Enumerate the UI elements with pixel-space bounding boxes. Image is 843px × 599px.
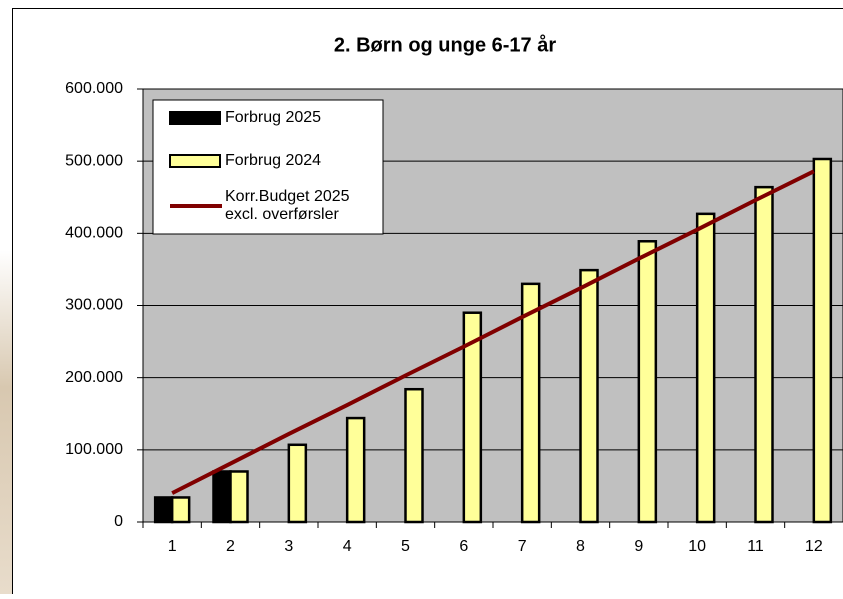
x-tick-label: 3 [284,538,293,555]
background-strip [0,250,12,594]
y-tick-label: 600.000 [65,80,123,97]
x-tick-label: 10 [688,538,706,555]
chart-title: 2. Børn og unge 6-17 år [334,33,556,56]
bar [155,497,172,522]
x-tick-label: 5 [401,538,410,555]
bar [214,471,231,522]
bar [814,159,831,522]
x-tick-label: 7 [518,538,527,555]
bar [639,241,656,522]
x-tick-label: 2 [226,538,235,555]
bar [697,214,714,522]
legend-label: Forbrug 2025 [225,109,321,126]
bar [347,418,364,522]
bar [289,445,306,522]
x-tick-label: 12 [805,538,823,555]
bar [172,497,189,522]
x-tick-label: 6 [459,538,468,555]
y-tick-label: 300.000 [65,297,123,314]
bar [522,284,539,522]
x-tick-label: 1 [168,538,177,555]
y-tick-label: 200.000 [65,369,123,386]
legend-label: Forbrug 2024 [225,152,321,169]
x-tick-label: 4 [343,538,352,555]
x-tick-label: 8 [576,538,585,555]
y-tick-label: 100.000 [65,441,123,458]
bar [756,187,773,522]
y-tick-label: 0 [114,513,123,530]
bar [231,471,248,522]
y-tick-label: 400.000 [65,225,123,242]
bar [581,270,598,522]
y-tick-label: 500.000 [65,152,123,169]
x-tick-label: 11 [747,538,764,555]
bar [406,389,423,522]
x-tick-label: 9 [634,538,643,555]
legend-swatch [170,155,220,167]
legend-swatch [170,112,220,124]
